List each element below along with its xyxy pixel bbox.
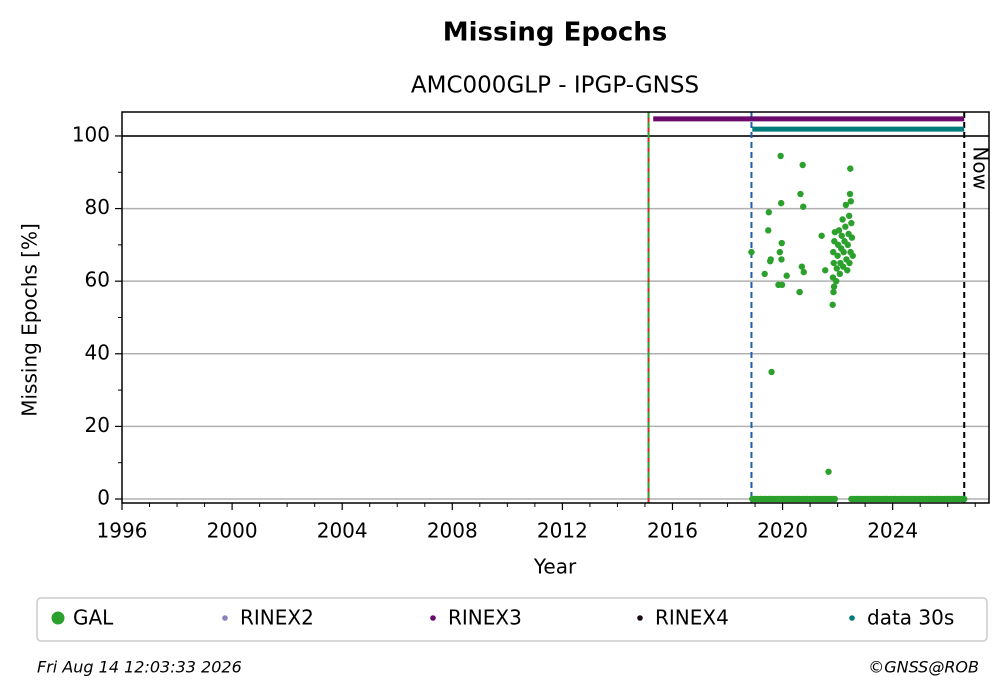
x-tick-label: 1996: [97, 519, 148, 543]
legend-label: data 30s: [867, 606, 954, 630]
y-axis-label: Missing Epochs [%]: [18, 223, 42, 417]
y-tick-label: 100: [72, 122, 110, 146]
data-point: [798, 263, 806, 270]
data-point: [848, 234, 856, 241]
data-point: [748, 248, 755, 256]
data-point: [839, 263, 847, 270]
data-point: [846, 259, 853, 267]
data-point: [761, 270, 768, 278]
data-point: [767, 256, 774, 263]
data-point: [830, 283, 838, 290]
data-point: [839, 216, 846, 223]
data-point: [844, 241, 852, 249]
data-point: [796, 288, 803, 296]
data-point: [783, 272, 790, 279]
data-point: [777, 199, 785, 207]
data-point: [845, 212, 853, 220]
x-tick-label: 2000: [207, 519, 258, 543]
legend-marker: [222, 615, 228, 621]
legend-box: [36, 597, 988, 642]
legend-label: RINEX2: [240, 606, 314, 630]
data-point: [830, 259, 837, 267]
data-point: [825, 468, 832, 475]
data-point: [830, 248, 837, 256]
chart-subtitle: AMC000GLP - IPGP-GNSS: [411, 73, 699, 99]
y-tick-label: 80: [85, 195, 110, 219]
data-point: [849, 252, 856, 259]
legend-marker: [849, 615, 855, 621]
legend-marker: [430, 615, 436, 621]
footnote-right: ©GNSS@ROB: [868, 658, 979, 677]
data-point: [831, 495, 839, 503]
data-point: [765, 227, 772, 234]
data-point: [842, 201, 850, 209]
annotation: Now: [969, 146, 993, 190]
y-tick-label: 40: [85, 340, 110, 364]
data-point: [765, 209, 773, 216]
data-point: [777, 152, 784, 160]
data-point: [776, 248, 784, 256]
data-point: [833, 265, 840, 272]
data-point: [844, 267, 851, 274]
legend-marker: [51, 611, 65, 625]
y-tick-label: 20: [85, 413, 110, 437]
data-point: [829, 301, 836, 308]
data-point: [799, 161, 806, 169]
data-point: [840, 248, 847, 256]
data-point: [838, 232, 845, 239]
legend-marker: [637, 615, 643, 621]
data-point: [768, 368, 775, 376]
x-tick-label: 2020: [757, 519, 808, 543]
data-point: [818, 232, 825, 239]
x-tick-label: 2016: [647, 519, 698, 543]
data-point: [830, 288, 837, 296]
data-point: [778, 239, 785, 247]
y-tick-label: 60: [85, 268, 110, 292]
data-point: [797, 190, 804, 198]
x-tick-label: 2008: [427, 519, 478, 543]
data-point: [846, 190, 854, 198]
data-point: [847, 198, 855, 205]
data-point: [834, 252, 841, 259]
data-point: [800, 268, 807, 276]
data-point: [842, 223, 849, 230]
x-axis-label: Year: [533, 555, 577, 579]
data-point: [961, 495, 968, 503]
x-tick-label: 2004: [317, 519, 368, 543]
data-point: [800, 203, 807, 210]
data-point: [848, 219, 855, 227]
y-tick-label: 0: [97, 486, 110, 510]
x-tick-label: 2024: [867, 519, 918, 543]
legend-label: RINEX3: [448, 606, 522, 630]
data-point: [778, 281, 786, 289]
data-point: [847, 165, 854, 172]
legend-label: RINEX4: [655, 606, 729, 630]
data-point: [836, 270, 844, 278]
footnote-left: Fri Aug 14 12:03:33 2026: [37, 658, 242, 677]
data-point: [833, 277, 840, 285]
data-point: [822, 267, 829, 274]
data-point: [835, 227, 843, 234]
chart-title: Missing Epochs: [443, 18, 667, 48]
plot-frame: [121, 111, 990, 504]
data-point: [778, 256, 785, 263]
legend-label: GAL: [73, 606, 114, 630]
x-tick-label: 2012: [537, 519, 588, 543]
